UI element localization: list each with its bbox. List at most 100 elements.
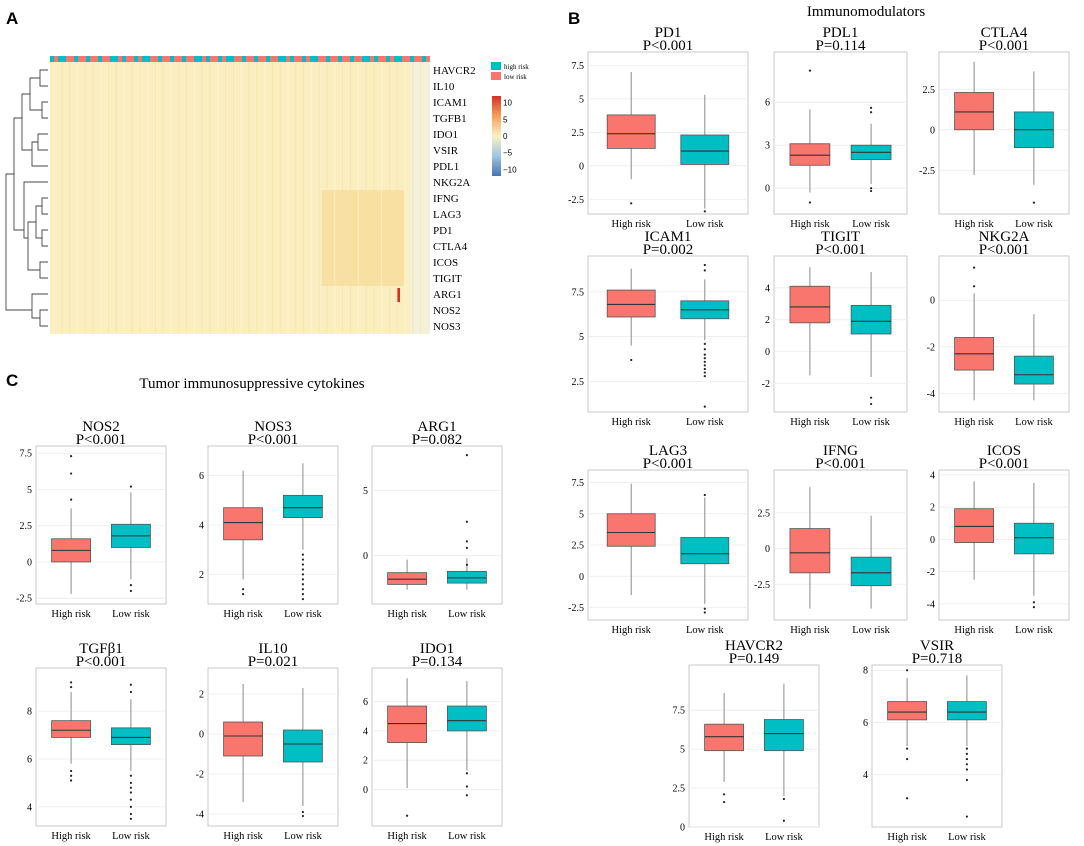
color-scale-tick: 5 [503, 115, 508, 124]
y-tick-label: 4 [765, 283, 770, 294]
heatmap-hot-block [322, 190, 404, 286]
outlier-point [703, 493, 706, 497]
x-tick-label: High risk [387, 609, 427, 620]
outlier-point [808, 69, 812, 72]
y-tick-label: 7.5 [572, 287, 585, 298]
annotation-cell [406, 56, 410, 62]
y-tick-label: 6 [863, 718, 868, 729]
outlier-point [869, 187, 873, 190]
y-tick-label: 2.5 [572, 128, 585, 139]
y-tick-label: -2.5 [919, 166, 935, 177]
outlier-point [301, 583, 304, 586]
annotation-cell [154, 56, 158, 62]
annotation-cell [378, 56, 382, 62]
y-tick-label: 2.5 [572, 541, 585, 552]
gene-title: TIGIT [821, 229, 860, 245]
y-tick-label: 5 [579, 94, 584, 105]
outlier-point [70, 686, 73, 689]
heatmap-row-label: PD1 [433, 225, 453, 237]
outlier-point [1032, 605, 1035, 609]
annotation-cell [210, 56, 214, 62]
y-tick-label: 6 [199, 471, 204, 482]
x-tick-label: Low risk [1015, 417, 1053, 428]
annotation-cell [126, 56, 130, 62]
outlier-point [703, 357, 706, 360]
y-tick-label: 6 [27, 754, 32, 765]
outlier-point [965, 757, 969, 761]
y-tick-label: -2.5 [568, 603, 584, 614]
heatmap-row-label: ICAM1 [433, 97, 467, 109]
heatmap-row-label: CTLA4 [433, 241, 468, 253]
y-tick-label: 2 [765, 315, 770, 326]
outlier-point [465, 794, 468, 797]
gene-title: ICAM1 [645, 229, 692, 245]
outlier-point [129, 798, 132, 801]
box-high-risk [954, 508, 994, 543]
outlier-point [70, 681, 73, 684]
annotation-cell [74, 56, 78, 62]
annotation-cell [238, 56, 242, 62]
panel-letter-b: B [568, 9, 580, 28]
y-tick-label: 0 [27, 557, 32, 568]
p-value-label: P<0.001 [979, 456, 1030, 472]
box-high-risk [789, 528, 831, 574]
annotation-cell [390, 56, 394, 62]
y-tick-label: -2 [762, 379, 770, 390]
outlier-point [70, 455, 73, 458]
annotation-cell [386, 56, 390, 62]
annotation-cell [94, 56, 98, 62]
box-low-risk [1014, 522, 1054, 555]
y-tick-label: 0 [680, 823, 685, 834]
p-value-label: P<0.001 [643, 38, 694, 54]
y-tick-label: -2.5 [754, 580, 770, 591]
p-value-label: P=0.082 [412, 432, 463, 448]
y-tick-label: -4 [927, 389, 935, 400]
p-value-label: P<0.001 [979, 242, 1030, 258]
outlier-point [973, 266, 976, 269]
outlier-point [465, 785, 468, 788]
annotation-cell [354, 56, 358, 62]
outlier-point [129, 485, 132, 488]
y-tick-label: 0 [930, 125, 935, 136]
outlier-point [1032, 201, 1035, 204]
dendrogram-pair [41, 229, 48, 247]
annotation-cell [118, 56, 122, 62]
outlier-point [703, 364, 706, 367]
heatmap-row-label: IFNG [433, 193, 459, 205]
annotation-cell [426, 56, 430, 62]
outlier-point [703, 375, 706, 378]
heatmap-legend: high risk low risk 10 5 0 −5 −10 [491, 62, 529, 176]
x-tick-label: Low risk [112, 831, 150, 842]
annotation-cell [234, 56, 238, 62]
gene-title: TGFβ1 [79, 641, 122, 657]
annotation-cell [250, 56, 254, 62]
outlier-point [242, 593, 245, 596]
outlier-point [703, 348, 706, 351]
x-tick-label: Low risk [686, 417, 724, 428]
outlier-point [70, 472, 73, 475]
gene-title: ARG1 [417, 419, 456, 435]
x-tick-label: Low risk [852, 625, 890, 636]
box-low-risk [680, 134, 730, 165]
outlier-point [301, 578, 304, 581]
p-value-label: P=0.718 [912, 651, 963, 667]
annotation-cell [322, 56, 326, 62]
heatmap: HAVCR2 IL10 ICAM1 TGFB1 IDO1 VSIR PDL1 NKG2A IFN… [5, 56, 529, 334]
outlier-point [703, 263, 706, 267]
dendrogram-group [13, 117, 24, 231]
y-tick-label: 0 [930, 296, 935, 307]
outlier-point [973, 285, 976, 288]
outlier-point [301, 810, 304, 814]
plot-area [773, 51, 908, 215]
annotation-cell [222, 56, 226, 62]
heatmap-row-label: PDL1 [433, 161, 459, 173]
box-low-risk [446, 570, 487, 584]
y-tick-label: 5 [27, 485, 32, 496]
annotation-cell [182, 56, 186, 62]
annotation-cell [110, 56, 114, 62]
outlier-point [465, 772, 468, 775]
heatmap-row-label: LAG3 [433, 209, 462, 221]
annotation-cell [414, 56, 418, 62]
